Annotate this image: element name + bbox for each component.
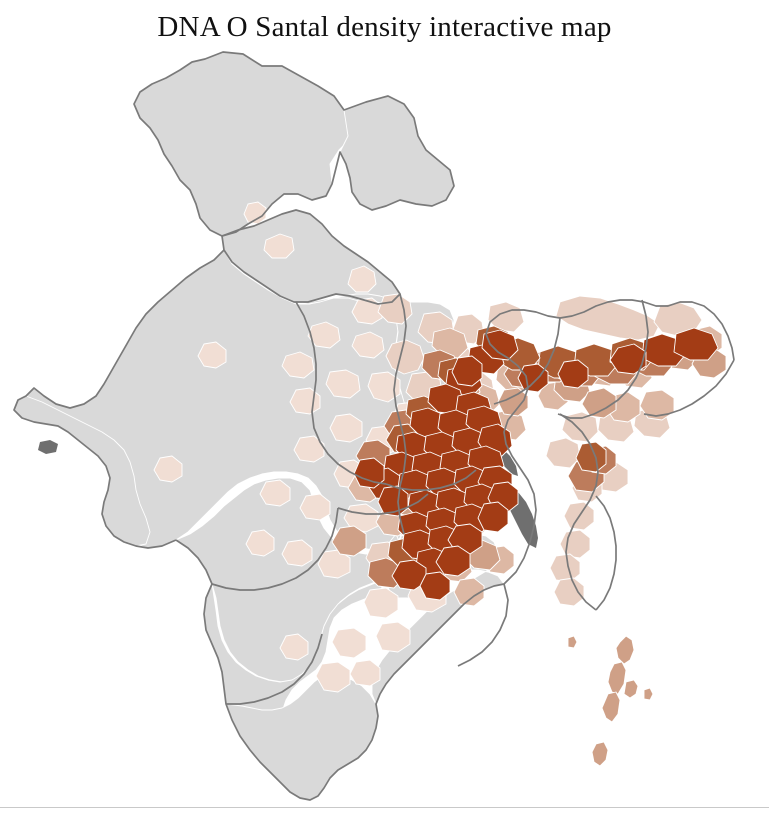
map-svg[interactable] [0, 44, 769, 804]
footer-divider [0, 807, 769, 808]
map-state-boundaries [13, 51, 735, 801]
page-title: DNA O Santal density interactive map [157, 11, 612, 43]
map-class-very-high [353, 327, 719, 601]
india-choropleth-map[interactable] [0, 44, 769, 804]
